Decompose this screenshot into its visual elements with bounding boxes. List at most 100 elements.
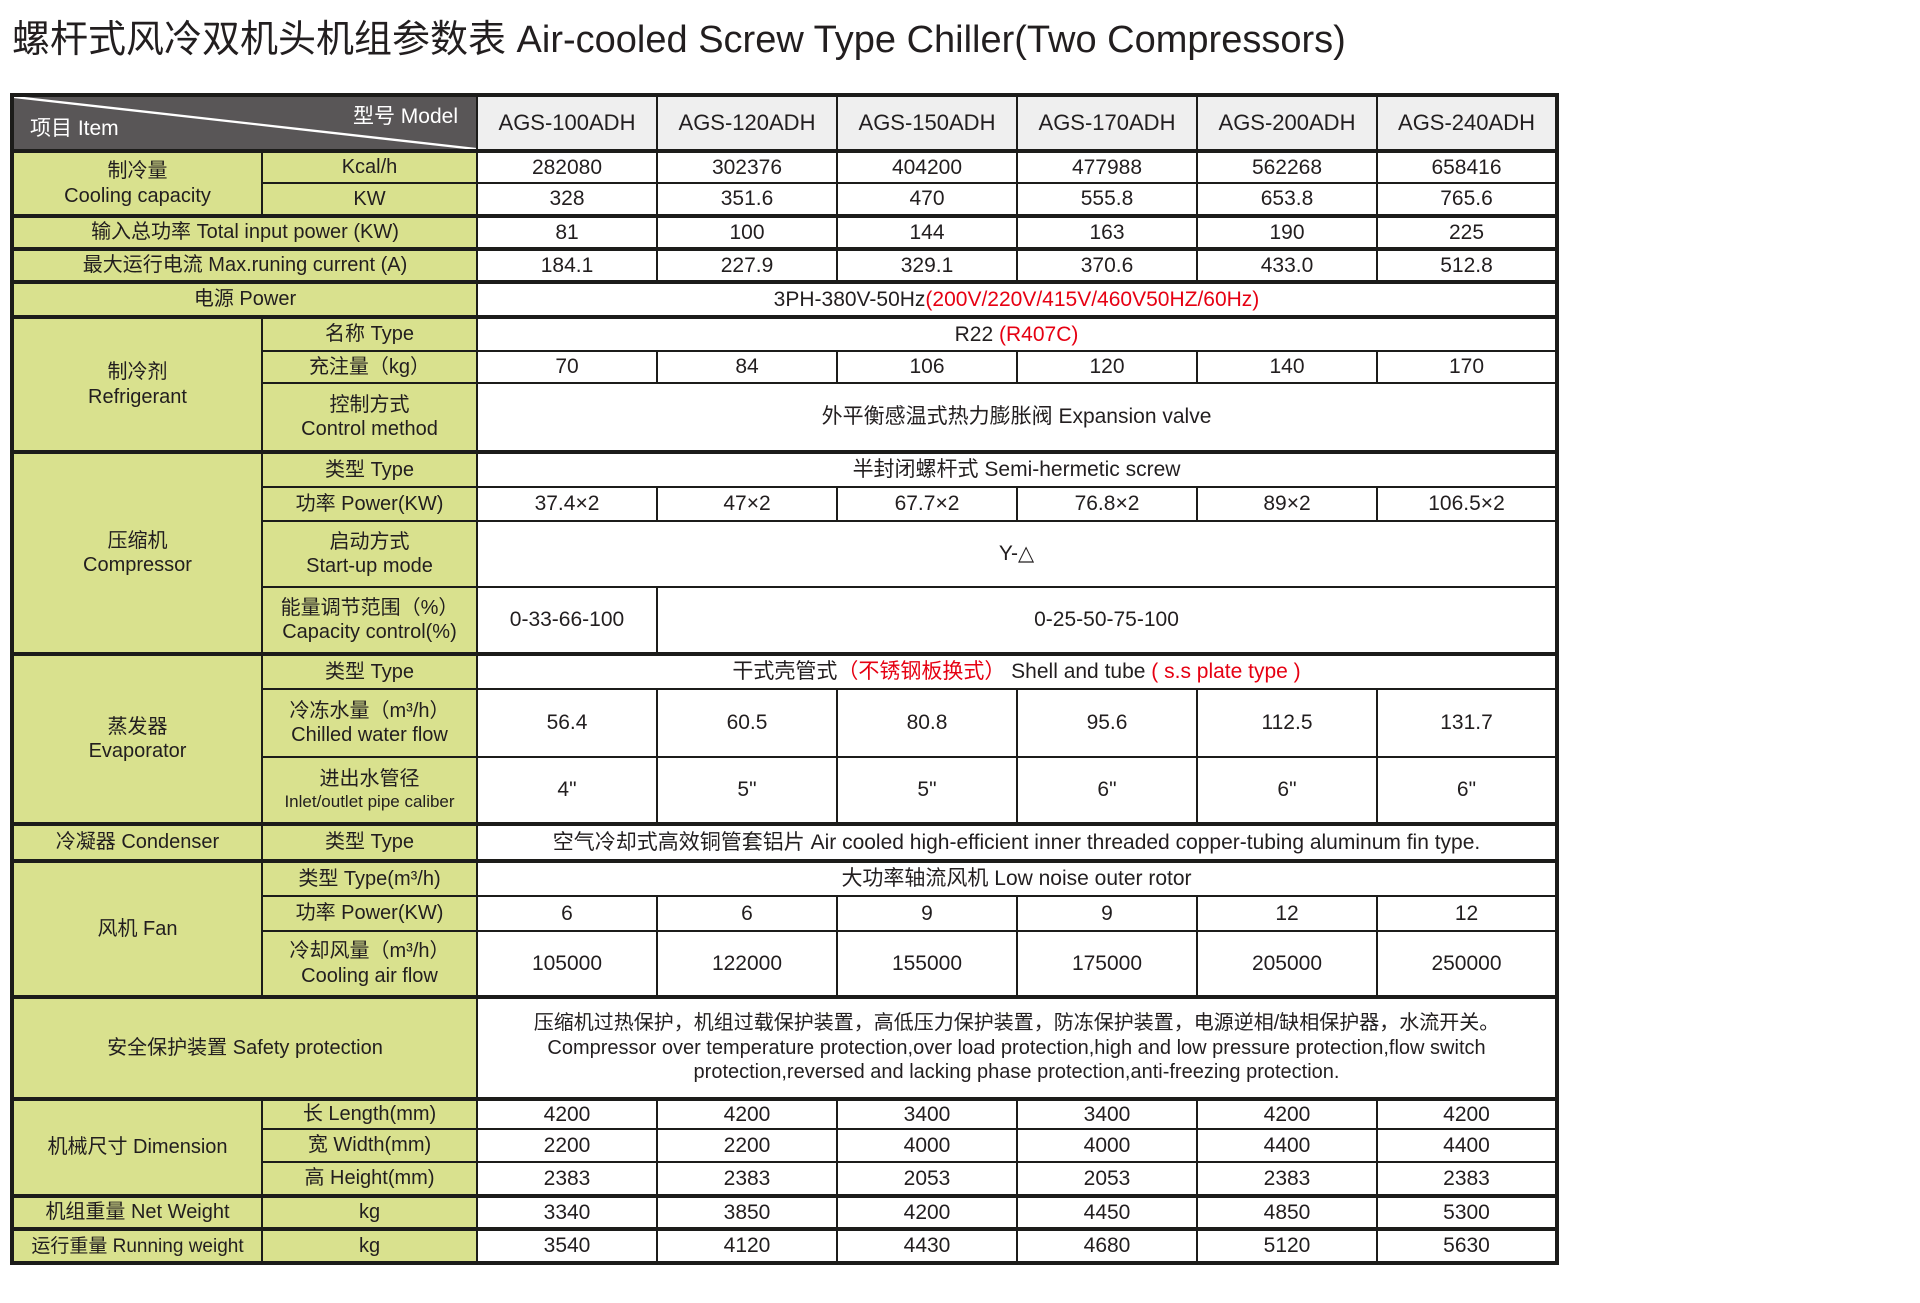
condenser-group-label: 冷凝器 Condenser bbox=[11, 822, 263, 862]
evaporator-group-label: 蒸发器 Evaporator bbox=[11, 652, 263, 825]
value-cell: 175000 bbox=[1016, 930, 1198, 998]
value-cell: 2053 bbox=[1016, 1161, 1198, 1197]
evaporator-type-black1: 干式壳管式 bbox=[732, 660, 838, 684]
value-cell: 3400 bbox=[836, 1097, 1018, 1130]
value-cell: 170 bbox=[1376, 350, 1558, 384]
value-cell: 89×2 bbox=[1196, 486, 1378, 522]
power-supply-value-black: 3PH-380V-50Hz bbox=[773, 287, 926, 311]
compressor-label-en: Compressor bbox=[83, 554, 192, 576]
net-weight-unit: kg bbox=[261, 1194, 478, 1230]
capacity-value-rest: 0-25-50-75-100 bbox=[656, 586, 1558, 655]
running-weight-label-text: 运行重量 Running weight bbox=[31, 1235, 244, 1257]
compressor-capacity-label: 能量调节范围（%） Capacity control(%) bbox=[261, 586, 478, 655]
value-cell: 3340 bbox=[476, 1194, 658, 1230]
value-cell: 12 bbox=[1376, 895, 1558, 932]
value-cell: 37.4×2 bbox=[476, 486, 658, 522]
value-cell: 4000 bbox=[836, 1128, 1018, 1163]
value-cell: 60.5 bbox=[656, 688, 838, 758]
value-cell: 653.8 bbox=[1196, 182, 1378, 217]
control-method-label-en: Control method bbox=[301, 418, 438, 440]
compressor-label-cn: 压缩机 bbox=[107, 529, 168, 552]
model-column-header: AGS-200ADH bbox=[1196, 94, 1378, 152]
evaporator-type-red2: ( s.s plate type ) bbox=[1151, 660, 1301, 684]
power-supply-value: 3PH-380V-50Hz(200V/220V/415V/460V50HZ/60… bbox=[476, 280, 1558, 318]
value-cell: 2200 bbox=[476, 1128, 658, 1163]
model-column-header: AGS-120ADH bbox=[656, 94, 838, 152]
value-cell: 4000 bbox=[1016, 1128, 1198, 1163]
value-cell: 6" bbox=[1196, 756, 1378, 825]
value-cell: 4200 bbox=[476, 1097, 658, 1130]
value-cell: 2383 bbox=[1196, 1161, 1378, 1197]
value-cell: 95.6 bbox=[1016, 688, 1198, 758]
value-cell: 328 bbox=[476, 182, 658, 217]
length-label: 长 Length(mm) bbox=[261, 1097, 478, 1130]
value-cell: 106.5×2 bbox=[1376, 486, 1558, 522]
value-cell: 2383 bbox=[656, 1161, 838, 1197]
value-cell: 105000 bbox=[476, 930, 658, 998]
capacity-label-cn: 能量调节范围（%） bbox=[280, 596, 459, 619]
spec-table: 型号 Model 项目 Item AGS-100ADH AGS-120ADH A… bbox=[10, 93, 1559, 1265]
refrigerant-name-red: (R407C) bbox=[999, 322, 1079, 346]
value-cell: 2383 bbox=[476, 1161, 658, 1197]
value-cell: 163 bbox=[1016, 214, 1198, 250]
total-input-power-label: 输入总功率 Total input power (KW) bbox=[11, 214, 478, 250]
value-cell: 9 bbox=[836, 895, 1018, 932]
value-cell: 184.1 bbox=[476, 247, 658, 283]
value-cell: 4120 bbox=[656, 1227, 838, 1264]
item-header-label: 项目 Item bbox=[30, 117, 119, 141]
value-cell: 47×2 bbox=[656, 486, 838, 522]
value-cell: 4850 bbox=[1196, 1194, 1378, 1230]
fan-type-label: 类型 Type(m³/h) bbox=[261, 859, 478, 897]
value-cell: 225 bbox=[1376, 214, 1558, 250]
value-cell: 4400 bbox=[1196, 1128, 1378, 1163]
control-method-label-cn: 控制方式 bbox=[329, 393, 410, 416]
value-cell: 351.6 bbox=[656, 182, 838, 217]
model-column-header: AGS-100ADH bbox=[476, 94, 658, 152]
value-cell: 12 bbox=[1196, 895, 1378, 932]
value-cell: 658416 bbox=[1376, 149, 1558, 184]
value-cell: 9 bbox=[1016, 895, 1198, 932]
value-cell: 122000 bbox=[656, 930, 838, 998]
refrigerant-charge-label: 充注量（kg） bbox=[261, 350, 478, 384]
capacity-value-first: 0-33-66-100 bbox=[476, 586, 658, 655]
max-current-label: 最大运行电流 Max.runing current (A) bbox=[11, 247, 478, 283]
condenser-type-label: 类型 Type bbox=[261, 822, 478, 862]
value-cell: 100 bbox=[656, 214, 838, 250]
chilled-water-flow-label: 冷冻水量（m³/h） Chilled water flow bbox=[261, 688, 478, 758]
fan-power-label: 功率 Power(KW) bbox=[261, 895, 478, 932]
compressor-type-value: 半封闭螺杆式 Semi-hermetic screw bbox=[476, 450, 1558, 488]
refrigerant-control-label: 控制方式 Control method bbox=[261, 382, 478, 453]
cooling-air-flow-label-cn: 冷却风量（m³/h） bbox=[289, 940, 450, 963]
value-cell: 5120 bbox=[1196, 1227, 1378, 1264]
value-cell: 4430 bbox=[836, 1227, 1018, 1264]
diagonal-divider-line bbox=[14, 97, 475, 149]
chilled-water-flow-label-cn: 冷冻水量（m³/h） bbox=[289, 699, 450, 722]
compressor-startup-value: Y-△ bbox=[476, 520, 1558, 588]
evaporator-label-cn: 蒸发器 bbox=[107, 715, 168, 738]
value-cell: 302376 bbox=[656, 149, 838, 184]
pipe-caliber-label-cn: 进出水管径 bbox=[319, 768, 420, 791]
cooling-air-flow-label: 冷却风量（m³/h） Cooling air flow bbox=[261, 930, 478, 998]
compressor-power-label: 功率 Power(KW) bbox=[261, 486, 478, 522]
refrigerant-group-label: 制冷剂 Refrigerant bbox=[11, 315, 263, 453]
value-cell: 227.9 bbox=[656, 247, 838, 283]
refrigerant-name-label: 名称 Type bbox=[261, 315, 478, 352]
value-cell: 155000 bbox=[836, 930, 1018, 998]
value-cell: 2383 bbox=[1376, 1161, 1558, 1197]
refrigerant-name-black: R22 bbox=[954, 322, 999, 346]
value-cell: 4200 bbox=[836, 1194, 1018, 1230]
kw-row-label: KW bbox=[261, 182, 478, 217]
value-cell: 144 bbox=[836, 214, 1018, 250]
cooling-capacity-label-cn: 制冷量 bbox=[107, 160, 168, 183]
running-weight-label: 运行重量 Running weight bbox=[11, 1227, 263, 1264]
value-cell: 190 bbox=[1196, 214, 1378, 250]
safety-protection-value: 压缩机过热保护，机组过载保护装置，高低压力保护装置，防冻保护装置，电源逆相/缺相… bbox=[476, 995, 1558, 1100]
kcal-row-label: Kcal/h bbox=[261, 149, 478, 184]
safety-protection-en: Compressor over temperature protection,o… bbox=[547, 1036, 1486, 1084]
refrigerant-label-en: Refrigerant bbox=[88, 385, 187, 408]
pipe-caliber-label-en: Inlet/outlet pipe caliber bbox=[284, 791, 455, 811]
value-cell: 56.4 bbox=[476, 688, 658, 758]
evaporator-type-value: 干式壳管式（不锈钢板换式） Shell and tube ( s.s plate… bbox=[476, 652, 1558, 690]
power-supply-value-red: (200V/220V/415V/460V50HZ/60Hz) bbox=[925, 287, 1260, 311]
value-cell: 112.5 bbox=[1196, 688, 1378, 758]
